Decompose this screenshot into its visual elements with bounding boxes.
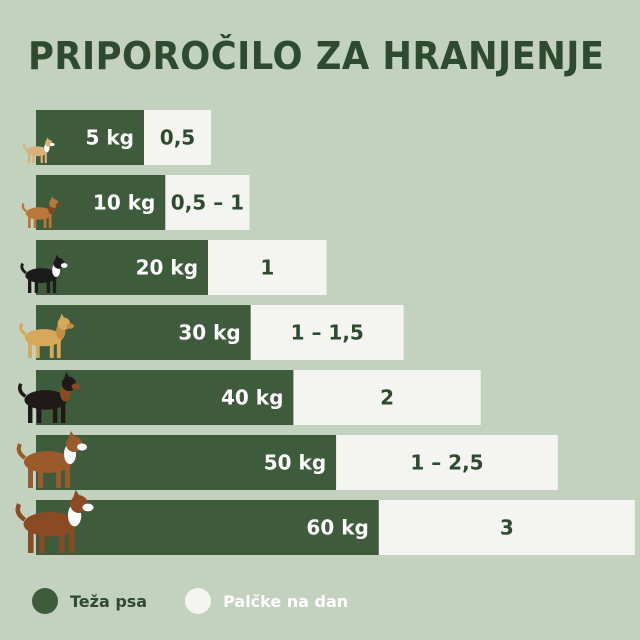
legend: Teža psa Palčke na dan xyxy=(32,588,386,614)
legend-item-portion: Palčke na dan xyxy=(185,588,348,614)
portion-label: 1 – 1,5 xyxy=(291,321,364,345)
portion-bar xyxy=(293,370,481,425)
portion-label: 2 xyxy=(380,386,394,410)
border-collie-icon xyxy=(20,254,68,293)
legend-label-portion: Palčke na dan xyxy=(223,591,349,611)
legend-swatch-portion xyxy=(185,588,212,614)
weight-label: 50 kg xyxy=(264,451,326,475)
portion-bar xyxy=(378,500,635,555)
portion-label: 1 xyxy=(260,256,274,280)
portion-bar xyxy=(250,305,404,360)
weight-label: 10 kg xyxy=(93,191,155,215)
legend-swatch-weight xyxy=(32,588,58,614)
chihuahua-icon xyxy=(22,137,55,163)
weight-label: 20 kg xyxy=(136,256,198,280)
weight-bar xyxy=(36,435,337,490)
portion-label: 0,5 – 1 xyxy=(171,191,244,215)
portion-bar xyxy=(208,240,327,295)
portion-bar xyxy=(165,175,250,230)
portion-label: 1 – 2,5 xyxy=(410,451,483,475)
small-terrier-icon xyxy=(21,196,62,228)
portion-bar xyxy=(144,110,211,165)
weight-bar xyxy=(36,110,144,165)
boxer-icon xyxy=(16,431,87,488)
legend-item-weight: Teža psa xyxy=(32,588,147,614)
weight-label: 40 kg xyxy=(221,386,283,410)
saint-bernard-icon xyxy=(15,489,94,553)
weight-bar xyxy=(36,370,294,425)
weight-bar xyxy=(36,305,251,360)
weight-bar xyxy=(36,500,379,555)
portion-label: 0,5 xyxy=(160,126,195,150)
weight-label: 5 kg xyxy=(86,126,135,150)
portion-label: 3 xyxy=(500,516,514,540)
portion-bar xyxy=(336,435,558,490)
weight-label: 30 kg xyxy=(178,321,240,345)
chart-title: PRIPOROČILO ZA HRANJENJE xyxy=(28,34,605,78)
golden-retriever-icon xyxy=(19,313,75,358)
legend-label-weight: Teža psa xyxy=(70,591,148,611)
rottweiler-icon xyxy=(18,372,81,423)
weight-label: 60 kg xyxy=(306,516,368,540)
